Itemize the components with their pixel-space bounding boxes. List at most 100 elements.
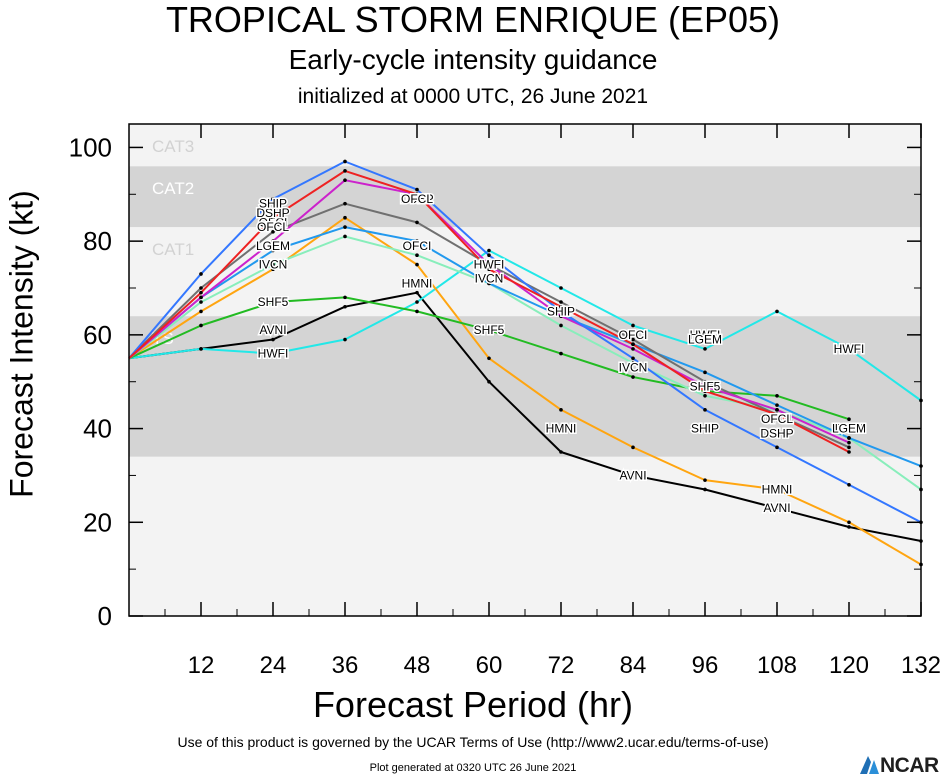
series-label-ivcn-2: IVCN xyxy=(619,361,648,375)
point-ship-48 xyxy=(415,187,419,192)
point-avni-36 xyxy=(343,304,347,309)
point-ivcn-84 xyxy=(631,361,635,365)
series-label-ship-0: SHIP xyxy=(259,197,287,211)
point-dshp-96 xyxy=(703,384,707,389)
series-label-dshp-2: DSHP xyxy=(760,426,793,440)
series-label-shf5-1: SHF5 xyxy=(474,323,505,337)
point-shf5-24 xyxy=(271,300,275,304)
point-ofcl-84 xyxy=(631,342,635,347)
x-axis-label: Forecast Period (hr) xyxy=(312,684,634,725)
point-avni-96 xyxy=(703,487,707,492)
point-shf5-12 xyxy=(199,323,203,328)
chart-subtitle: Early-cycle intensity guidance xyxy=(288,44,658,75)
series-label-ivcn-1: IVCN xyxy=(475,272,504,286)
band-cat1 xyxy=(129,227,921,317)
point-shf5-72 xyxy=(559,351,563,356)
x-tick-label-96: 96 xyxy=(692,652,719,679)
series-label-avni-1: AVNI xyxy=(619,468,646,482)
point-dshp-120 xyxy=(847,440,851,445)
point-dshp-72 xyxy=(559,314,563,318)
point-ivcn-24 xyxy=(271,262,275,267)
point-ship-108 xyxy=(775,445,779,450)
point-ofci-96 xyxy=(703,379,707,384)
y-tick-label-20: 20 xyxy=(83,507,112,537)
x-tick-label-72: 72 xyxy=(548,652,575,679)
point-ship-12 xyxy=(199,272,203,276)
x-tick-label-48: 48 xyxy=(404,652,431,679)
point-ofcl-72 xyxy=(559,304,563,309)
point-hwfi-12 xyxy=(199,347,203,351)
series-line-hwfi xyxy=(128,249,922,402)
point-hwfi-72 xyxy=(559,286,563,290)
point-ofci-48 xyxy=(415,220,419,225)
point-ship-96 xyxy=(703,408,707,412)
series-label-ofci-1: OFCI xyxy=(403,239,432,253)
point-ship-72 xyxy=(559,309,563,314)
point-hwfi-120 xyxy=(847,347,851,351)
point-ship-84 xyxy=(631,356,635,361)
point-avni-24 xyxy=(271,337,275,342)
point-ofci-24 xyxy=(271,229,275,234)
point-ship-24 xyxy=(271,197,275,201)
point-lgem-108 xyxy=(775,403,779,407)
point-ofcl-120 xyxy=(847,450,851,454)
band-cat2 xyxy=(129,166,921,228)
series-label-ivcn-0: IVCN xyxy=(259,258,288,272)
point-ofci-120 xyxy=(847,445,851,450)
series-line-hmni xyxy=(128,216,922,566)
x-tick-label-84: 84 xyxy=(620,652,647,679)
point-hwfi-96 xyxy=(703,347,707,351)
point-ship-120 xyxy=(847,483,851,487)
point-dshp-84 xyxy=(631,347,635,351)
point-ofci-72 xyxy=(559,300,563,304)
point-ofci-12 xyxy=(199,286,203,290)
ncar-logo: NCAR xyxy=(858,752,944,778)
point-lgem-120 xyxy=(847,436,851,440)
band-label-cat3: CAT3 xyxy=(152,137,194,156)
ncar-logo-icon xyxy=(860,756,879,774)
point-ivcn-36 xyxy=(343,234,347,239)
point-ofci-84 xyxy=(631,337,635,342)
point-lgem-60 xyxy=(487,281,491,286)
point-ship-36 xyxy=(343,159,347,164)
series-points xyxy=(199,159,923,567)
point-hmni-60 xyxy=(487,356,491,361)
series-label-lgem-2: LGEM xyxy=(832,422,866,436)
series-label-ofcl-0: OFCL xyxy=(257,220,289,234)
series-label-hwfi-1: HWFI xyxy=(474,258,505,272)
point-lgem-96 xyxy=(703,370,707,375)
point-hwfi-60 xyxy=(487,248,491,253)
point-ivcn-48 xyxy=(415,253,419,257)
point-dshp-108 xyxy=(775,408,779,412)
chart-init-time: initialized at 0000 UTC, 26 June 2021 xyxy=(297,85,649,108)
series-label-ofcl-1: OFCL xyxy=(401,192,433,206)
band-label-cat2: CAT2 xyxy=(152,179,194,198)
series-label-hmni-1: HMNI xyxy=(546,422,577,436)
point-avni-120 xyxy=(847,525,851,529)
point-shf5-36 xyxy=(343,295,347,300)
point-shf5-48 xyxy=(415,309,419,314)
point-hwfi-24 xyxy=(271,351,275,356)
point-dshp-12 xyxy=(199,295,203,300)
point-ofcl-60 xyxy=(487,267,491,272)
point-shf5-120 xyxy=(847,417,851,422)
terms-of-use-text: Use of this product is governed by the U… xyxy=(177,734,769,750)
series-label-hwfi-2: HWFI xyxy=(690,328,721,342)
series-label-hwfi-0: HWFI xyxy=(258,347,289,361)
series-label-ivcn-3: IVCN xyxy=(835,422,864,436)
point-hmni-12 xyxy=(199,309,203,314)
y-axis-label: Forecast Intensity (kt) xyxy=(3,190,40,498)
x-tick-label-132: 132 xyxy=(901,652,941,679)
x-tick-label-36: 36 xyxy=(332,652,359,679)
series-label-ship-2: SHIP xyxy=(691,422,719,436)
point-hmni-108 xyxy=(775,487,779,492)
axis-ticks: 12 24 36 48 60 72 84 96 108 120 132 0 20 40 60 80 100 xyxy=(69,124,941,679)
series-label-ship-1: SHIP xyxy=(547,304,575,318)
x-tick-label-108: 108 xyxy=(757,652,797,679)
point-ofcl-108 xyxy=(775,412,779,417)
series-label-lgem-1: LGEM xyxy=(688,333,722,347)
y-tick-label-60: 60 xyxy=(83,320,112,350)
point-ivcn-72 xyxy=(559,323,563,328)
